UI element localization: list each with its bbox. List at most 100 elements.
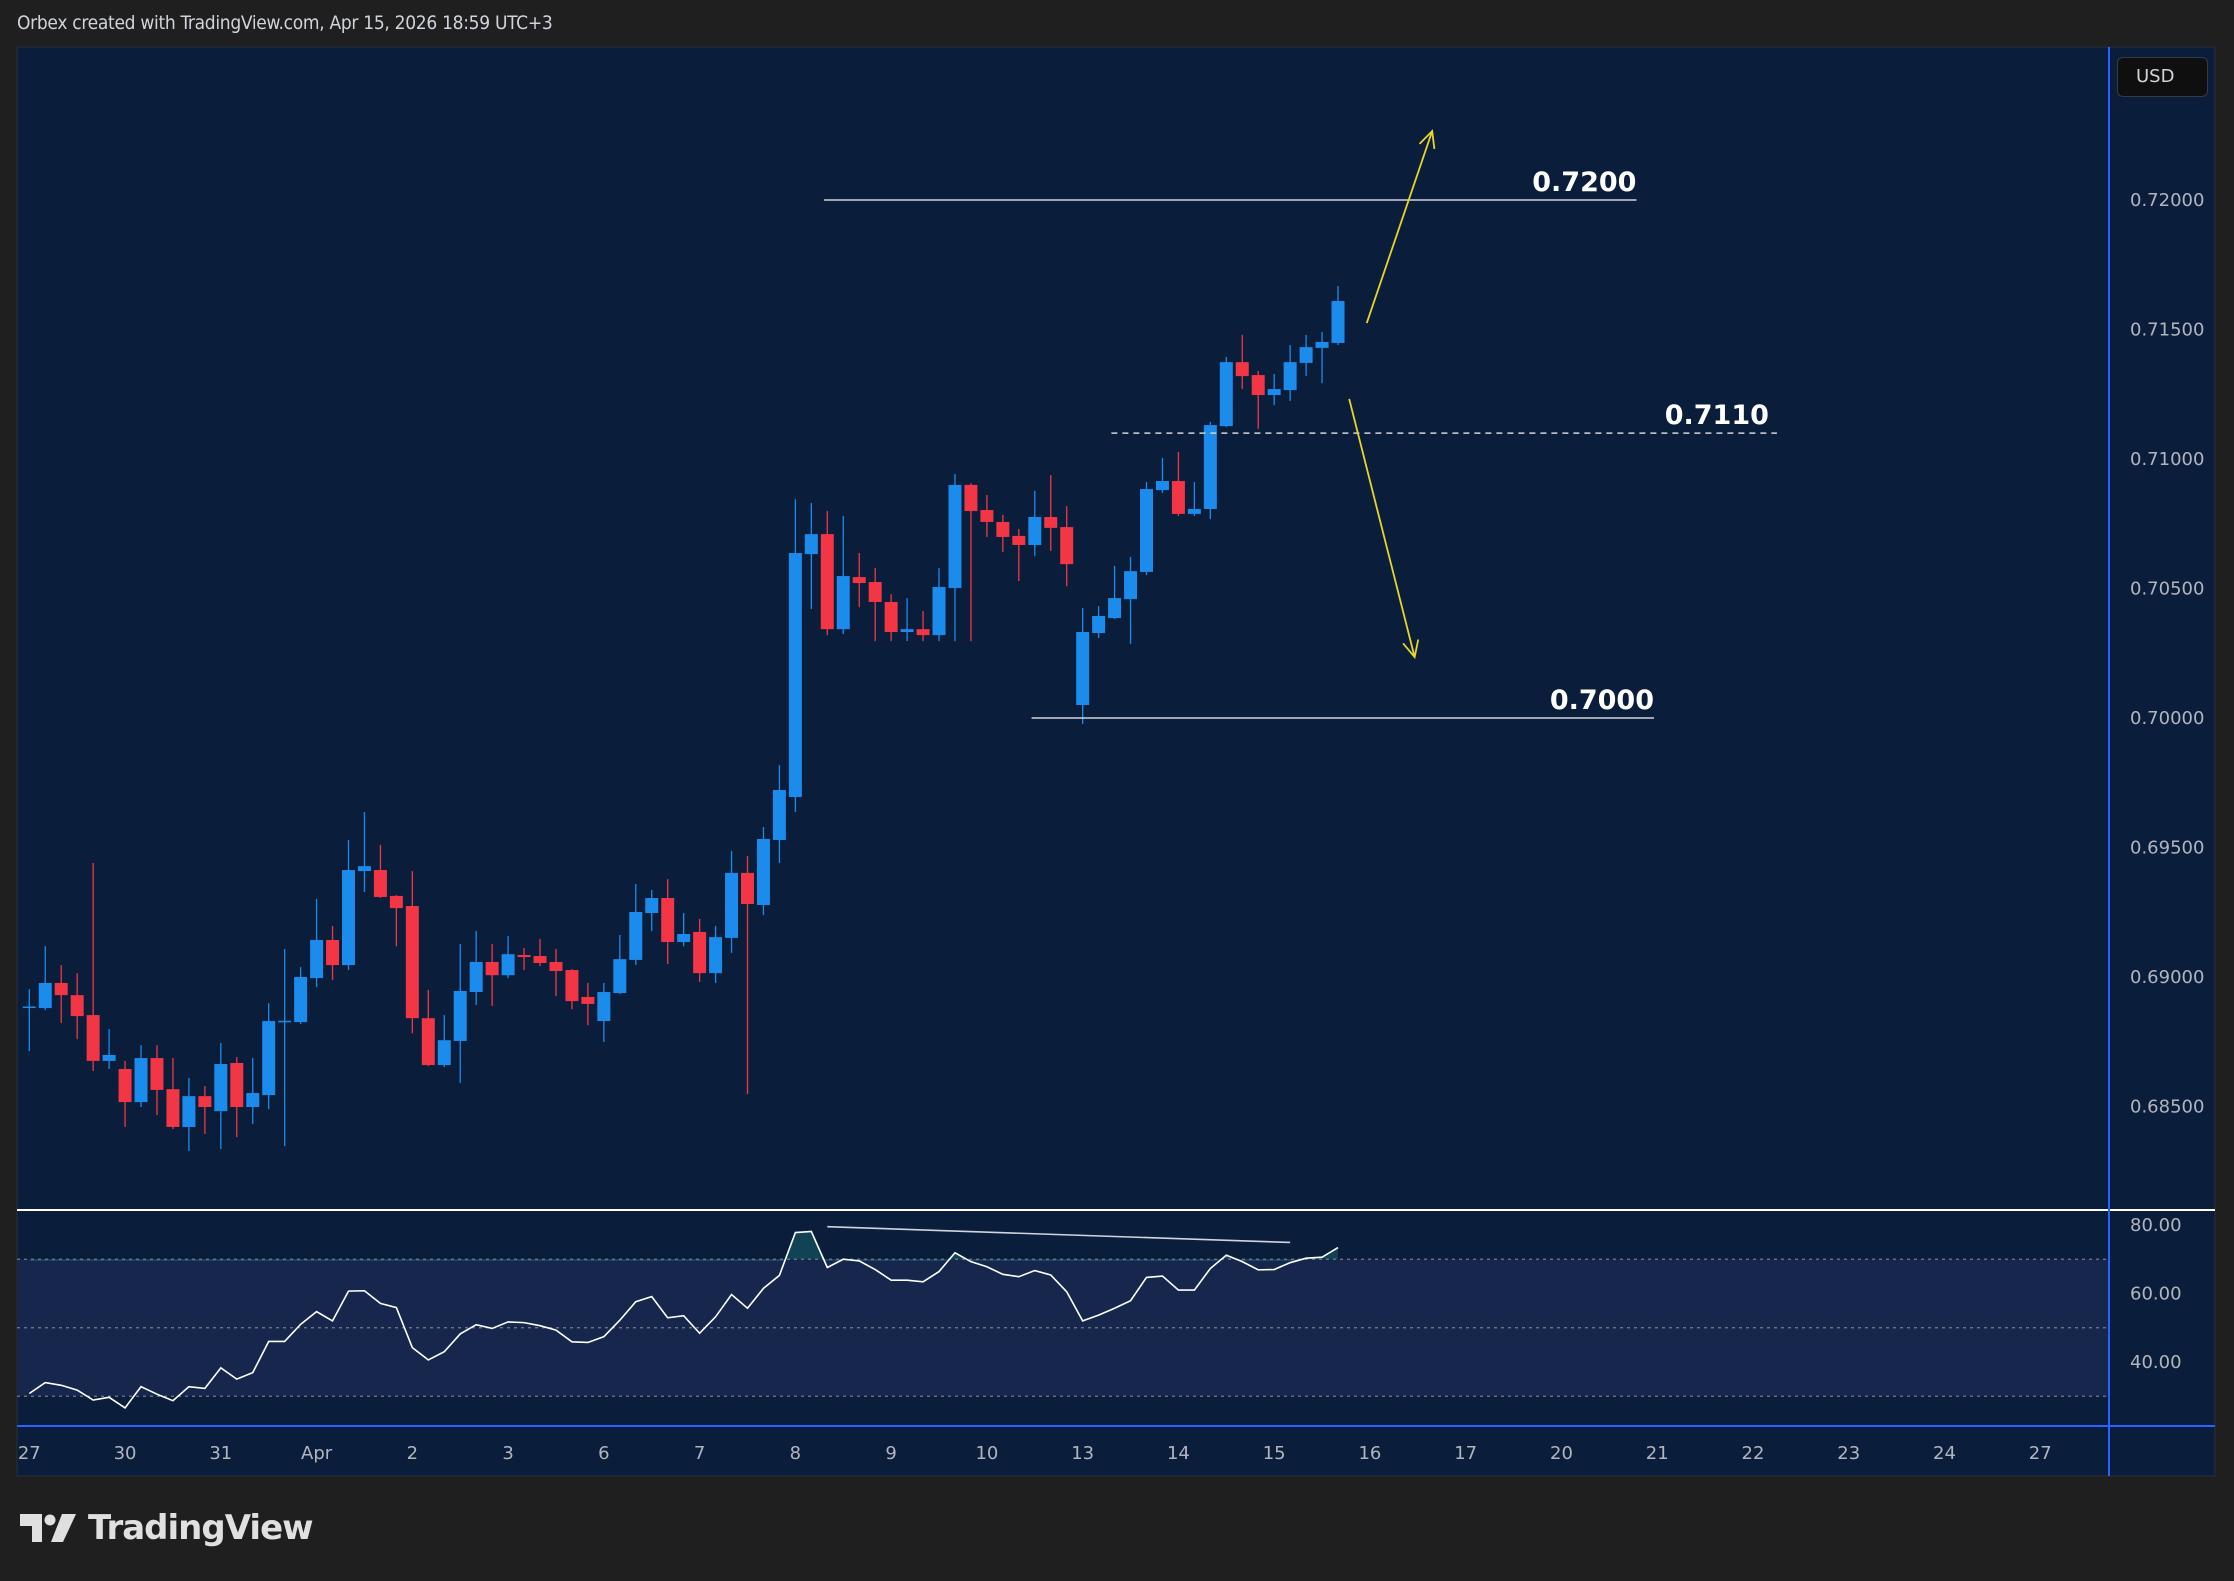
candle	[230, 1057, 244, 1138]
price-tick-label: 0.71500	[2130, 320, 2204, 341]
candle-body	[22, 1006, 36, 1009]
candle	[884, 594, 898, 642]
candle-body	[533, 956, 547, 964]
level-label: 0.7200	[1532, 167, 1636, 198]
candle-body	[54, 982, 68, 996]
candle	[1283, 345, 1297, 401]
tradingview-logo[interactable]: TradingView	[20, 1508, 314, 1548]
level-label: 0.7110	[1665, 400, 1769, 431]
candle	[469, 930, 483, 1005]
candle	[1219, 356, 1233, 428]
candle	[1171, 452, 1185, 516]
candle-body	[709, 937, 723, 974]
candle-body	[1044, 517, 1058, 528]
candle-body	[501, 954, 515, 976]
candle	[948, 474, 962, 642]
candle	[916, 611, 930, 642]
candle-body	[581, 996, 595, 1004]
chart-caption: Orbex created with TradingView.com, Apr …	[17, 12, 553, 34]
candle-body	[389, 895, 403, 909]
arrow-shaft	[1365, 130, 1434, 324]
candle	[70, 973, 84, 1040]
candle-body	[916, 629, 930, 636]
candle	[421, 989, 435, 1067]
candle-body	[629, 911, 643, 960]
candle	[501, 936, 515, 979]
currency-button[interactable]: USD	[2117, 57, 2208, 97]
candle	[565, 968, 579, 1010]
candle-body	[820, 534, 834, 630]
candle	[1108, 565, 1122, 620]
candle-body	[741, 872, 754, 904]
candle	[437, 1015, 451, 1068]
time-tick-label: 2	[407, 1443, 418, 1464]
candle	[1203, 421, 1217, 520]
candle-body	[964, 484, 978, 512]
candle	[964, 483, 978, 642]
time-tick-label: 22	[1742, 1443, 1765, 1464]
candle-body	[565, 970, 579, 1002]
candle-body	[278, 1020, 292, 1023]
candle-body	[1155, 481, 1169, 491]
candle	[326, 925, 340, 981]
price-tick-label: 0.70000	[2130, 708, 2204, 729]
candle	[1044, 475, 1058, 551]
candle-body	[1299, 347, 1313, 363]
candle	[54, 965, 68, 1024]
price-pane[interactable]: 0.7200 0.7110 0.7000	[22, 129, 1777, 1152]
chart-pane-background	[16, 46, 2216, 1477]
candle-body	[150, 1058, 164, 1090]
candle-body	[1235, 362, 1249, 377]
candle-body	[421, 1018, 435, 1066]
candle-body	[1187, 508, 1201, 514]
candle-body	[1171, 481, 1185, 514]
candle	[900, 598, 914, 642]
candle-body	[948, 484, 962, 588]
rsi-pane[interactable]	[17, 1225, 2109, 1409]
time-tick-label: 3	[502, 1443, 513, 1464]
candle	[1187, 482, 1201, 516]
candle-body	[1124, 571, 1138, 600]
candle	[102, 1029, 116, 1069]
time-tick-label: 16	[1358, 1443, 1381, 1464]
candle-body	[166, 1089, 180, 1127]
candle	[517, 947, 531, 971]
candle	[597, 982, 611, 1043]
candle	[86, 863, 100, 1072]
candle-body	[246, 1093, 260, 1108]
candle	[294, 967, 308, 1025]
candle	[820, 511, 834, 636]
arrow-head	[1418, 129, 1436, 150]
candle	[1155, 457, 1169, 493]
time-tick-label: 23	[1837, 1443, 1860, 1464]
candle-body	[373, 870, 387, 897]
candle-body	[980, 510, 994, 522]
candle	[581, 982, 595, 1026]
candle-body	[549, 961, 563, 972]
candle	[150, 1045, 164, 1116]
candle-body	[693, 931, 707, 974]
time-axis[interactable]: 27 30 31 Apr 2 3 6 7 8 9 10 13 14 15 16 17 20 21 22 23 24 27	[18, 1443, 2052, 1464]
candle	[182, 1078, 196, 1152]
candle-body	[469, 961, 483, 993]
time-tick-label: 14	[1167, 1443, 1190, 1464]
candle-body	[756, 838, 770, 905]
candle	[772, 765, 786, 864]
candle	[134, 1045, 148, 1108]
candle-body	[932, 586, 946, 636]
candle	[725, 851, 739, 953]
candle-body	[804, 534, 818, 555]
arrow-head	[1402, 639, 1420, 660]
price-tick-label: 0.72000	[2130, 190, 2204, 211]
candle-body	[214, 1064, 228, 1112]
time-tick-label: 24	[1933, 1443, 1956, 1464]
candle-body	[517, 954, 531, 958]
price-axis[interactable]: 0.72000 0.71500 0.71000 0.70500 0.70000 0.695…	[2130, 190, 2204, 1118]
rsi-line	[28, 1230, 1339, 1409]
candle-body	[326, 939, 340, 966]
candle	[373, 844, 387, 899]
candle	[836, 515, 850, 635]
candle	[868, 568, 882, 642]
candle-body	[1203, 425, 1217, 509]
